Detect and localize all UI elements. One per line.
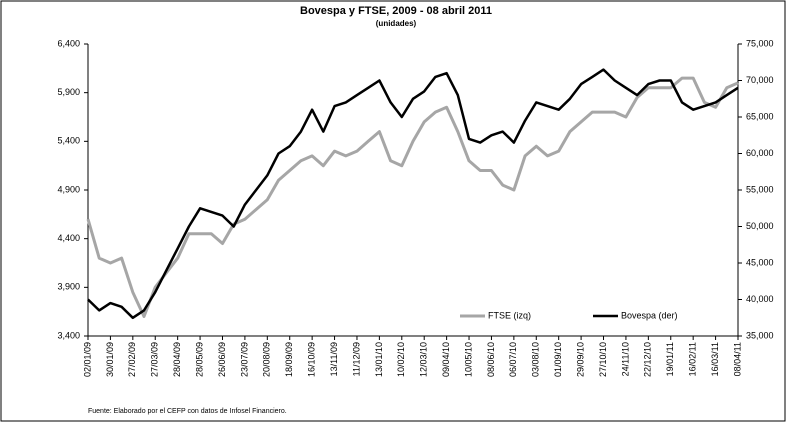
chart-subtitle: (unidades): [376, 19, 417, 28]
x-tick-label: 02/01/09: [82, 342, 92, 377]
x-tick-label: 23/07/09: [239, 342, 249, 377]
x-tick-label: 01/09/10: [553, 342, 563, 377]
x-tick-label: 27/03/09: [150, 342, 160, 377]
y-tick-label: 3,900: [57, 282, 80, 292]
y2-tick-label: 65,000: [746, 111, 774, 121]
x-tick-label: 03/08/10: [531, 342, 541, 377]
y2-tick-label: 55,000: [746, 184, 774, 194]
x-tick-label: 16/02/11: [688, 342, 698, 376]
x-tick-label: 16/03/11: [710, 342, 720, 376]
y-tick-label: 3,400: [57, 330, 80, 340]
chart-title: Bovespa y FTSE, 2009 - 08 abril 2011: [300, 5, 492, 17]
y-tick-label: 5,400: [57, 136, 80, 146]
x-tick-label: 10/05/10: [463, 342, 473, 377]
x-tick-label: 26/06/09: [217, 342, 227, 377]
x-tick-label: 13/11/09: [329, 342, 339, 376]
y2-tick-label: 40,000: [746, 294, 774, 304]
x-tick-label: 22/12/10: [643, 342, 653, 377]
source-note: Fuente: Elaborado por el CEFP con datos …: [88, 408, 287, 415]
x-tick-label: 08/04/11: [732, 342, 742, 376]
x-tick-label: 13/01/10: [374, 342, 384, 377]
y2-tick-label: 45,000: [746, 257, 774, 267]
x-tick-label: 29/09/10: [575, 342, 585, 377]
series-line: [87, 68, 739, 320]
x-tick-label: 20/08/09: [262, 342, 272, 377]
y2-tick-label: 70,000: [746, 75, 774, 85]
y-tick-label: 6,400: [57, 38, 80, 48]
x-tick-label: 24/11/10: [620, 342, 630, 376]
x-tick-label: 28/04/09: [172, 342, 182, 377]
y-tick-label: 4,400: [57, 233, 80, 243]
x-tick-label: 18/09/09: [284, 342, 294, 377]
x-tick-label: 09/04/10: [441, 342, 451, 377]
x-tick-label: 10/02/10: [396, 342, 406, 377]
legend-label: Bovespa (der): [621, 310, 678, 320]
x-tick-label: 19/01/11: [665, 342, 675, 376]
y2-tick-label: 75,000: [746, 38, 774, 48]
x-tick-label: 30/01/09: [105, 342, 115, 377]
y2-tick-label: 60,000: [746, 148, 774, 158]
y2-tick-label: 35,000: [746, 330, 774, 340]
legend-label: FTSE (izq): [488, 310, 531, 320]
x-tick-label: 16/10/09: [307, 342, 317, 377]
y-tick-label: 4,900: [57, 184, 80, 194]
x-tick-label: 11/12/09: [351, 342, 361, 376]
x-tick-label: 12/03/10: [419, 342, 429, 377]
y2-tick-label: 50,000: [746, 221, 774, 231]
x-tick-label: 06/07/10: [508, 342, 518, 377]
x-tick-label: 27/02/09: [127, 342, 137, 377]
x-tick-label: 28/05/09: [194, 342, 204, 377]
series-line: [86, 76, 739, 318]
x-tick-label: 08/06/10: [486, 342, 496, 377]
y-tick-label: 5,900: [57, 87, 80, 97]
x-tick-label: 27/10/10: [598, 342, 608, 377]
